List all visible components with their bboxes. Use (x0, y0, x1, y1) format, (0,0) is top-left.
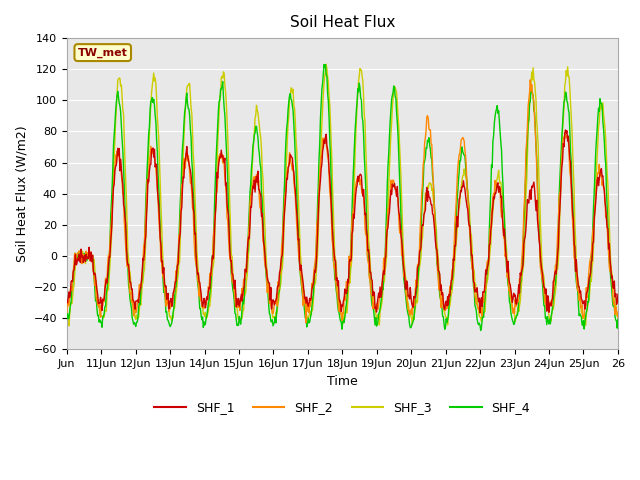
Legend: SHF_1, SHF_2, SHF_3, SHF_4: SHF_1, SHF_2, SHF_3, SHF_4 (150, 396, 535, 419)
Title: Soil Heat Flux: Soil Heat Flux (290, 15, 395, 30)
Y-axis label: Soil Heat Flux (W/m2): Soil Heat Flux (W/m2) (15, 125, 28, 262)
X-axis label: Time: Time (327, 374, 358, 387)
Text: TW_met: TW_met (78, 48, 127, 58)
